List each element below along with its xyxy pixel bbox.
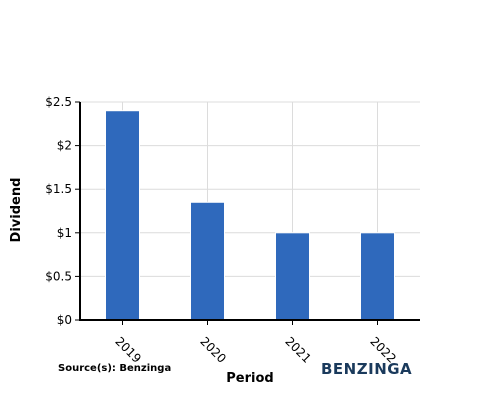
x-tick-label: 2021 bbox=[282, 334, 313, 365]
y-tick-label: $2 bbox=[57, 139, 72, 153]
y-tick-labels: $0 $0.5 $1 $1.5 $2 $2.5 bbox=[45, 95, 72, 327]
bar-2022 bbox=[360, 232, 395, 321]
y-tick-label: $1 bbox=[57, 226, 72, 240]
bar-2021 bbox=[275, 232, 310, 321]
x-tick-label: 2020 bbox=[197, 334, 228, 365]
x-axis-title: Period bbox=[226, 371, 273, 386]
source-caption: Source(s): Benzinga bbox=[58, 363, 172, 374]
x-tick-label: 2019 bbox=[112, 334, 143, 365]
bar-2020 bbox=[190, 201, 225, 321]
bars bbox=[105, 110, 395, 321]
y-tick-label: $2.5 bbox=[45, 95, 72, 109]
y-axis-title: Dividend bbox=[9, 178, 24, 243]
y-tick-label: $1.5 bbox=[45, 182, 72, 196]
y-tick-label: $0.5 bbox=[45, 269, 72, 283]
benzinga-logo: BENZINGA bbox=[321, 360, 413, 378]
bar-2019 bbox=[105, 110, 140, 321]
axes bbox=[75, 101, 420, 325]
y-tick-label: $0 bbox=[57, 313, 72, 327]
